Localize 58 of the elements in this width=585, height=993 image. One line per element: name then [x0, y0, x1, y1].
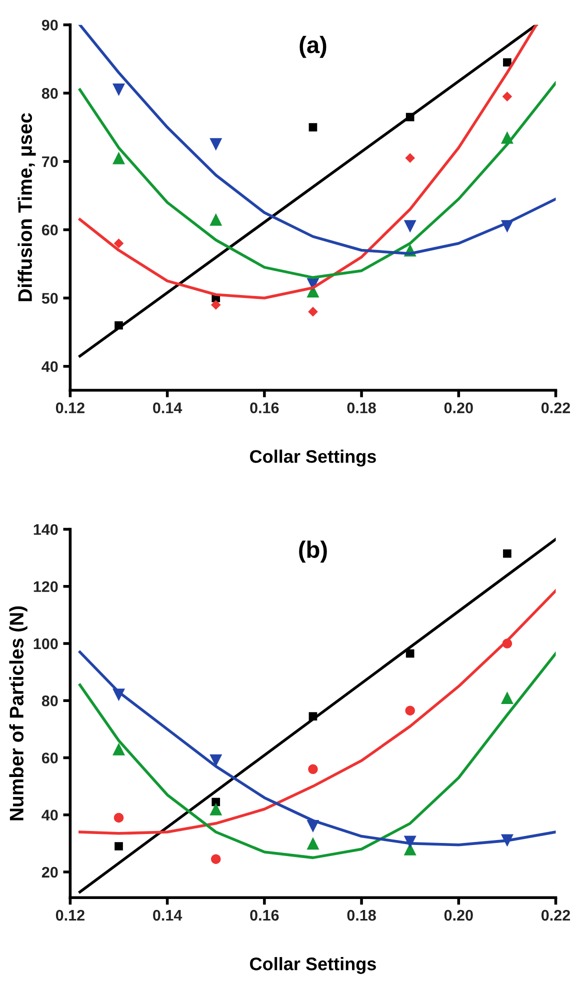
line-series	[78, 589, 556, 835]
x-tick-label: 0.18	[347, 402, 376, 414]
point	[503, 549, 512, 558]
x-tick-label: 0.16	[250, 402, 279, 414]
y-axis-title: Number of Particles (N)	[9, 606, 28, 820]
y-tick-label: 60	[42, 752, 58, 764]
x-tick-label: 0.18	[347, 910, 376, 921]
point	[405, 153, 415, 163]
y-tick-label: 70	[42, 156, 58, 168]
point	[210, 213, 222, 226]
point	[114, 812, 124, 823]
point	[210, 138, 222, 151]
x-axis-title: Collar Settings	[250, 450, 376, 467]
point	[114, 238, 124, 248]
x-tick-label: 0.16	[250, 910, 279, 921]
y-tick-label: 80	[42, 695, 58, 706]
point	[112, 152, 126, 164]
point	[406, 649, 414, 658]
x-tick-label: 0.20	[444, 402, 473, 414]
point	[502, 92, 512, 102]
y-tick-label: 140	[34, 524, 58, 535]
point	[112, 742, 126, 756]
y-tick-label: 40	[42, 361, 58, 372]
x-tick-label: 0.14	[153, 910, 182, 921]
point	[308, 764, 318, 774]
point	[306, 837, 320, 850]
chart-title: (b)	[299, 540, 327, 563]
x-tick-label: 0.22	[541, 910, 570, 921]
chart-title: (a)	[300, 36, 326, 58]
point	[211, 854, 221, 864]
x-tick-label: 0.12	[56, 910, 84, 921]
point	[210, 802, 222, 816]
point	[212, 798, 220, 806]
y-tick-label: 100	[34, 638, 58, 650]
point	[500, 692, 514, 704]
point	[210, 300, 221, 310]
point	[210, 754, 222, 767]
y-tick-label: 60	[42, 224, 58, 236]
point	[112, 83, 126, 96]
point	[405, 706, 415, 716]
x-axis-title: Collar Settings	[250, 957, 376, 974]
line-series	[78, 24, 556, 256]
y-tick-label: 120	[34, 581, 58, 592]
x-tick-label: 0.14	[153, 402, 182, 414]
point	[308, 123, 318, 132]
point	[503, 58, 512, 67]
y-axis-title: Diffusion Time, μsec	[18, 113, 36, 302]
y-tick-label: 50	[42, 292, 58, 304]
point	[404, 220, 416, 233]
point	[308, 306, 318, 317]
x-tick-label: 0.12	[56, 402, 84, 414]
y-tick-label: 80	[42, 88, 58, 99]
y-tick-label: 20	[42, 866, 58, 878]
y-tick-label: 90	[42, 20, 58, 31]
y-tick-label: 40	[42, 810, 58, 821]
x-tick-label: 0.20	[444, 910, 473, 921]
x-tick-label: 0.22	[541, 402, 570, 414]
point	[114, 842, 123, 850]
